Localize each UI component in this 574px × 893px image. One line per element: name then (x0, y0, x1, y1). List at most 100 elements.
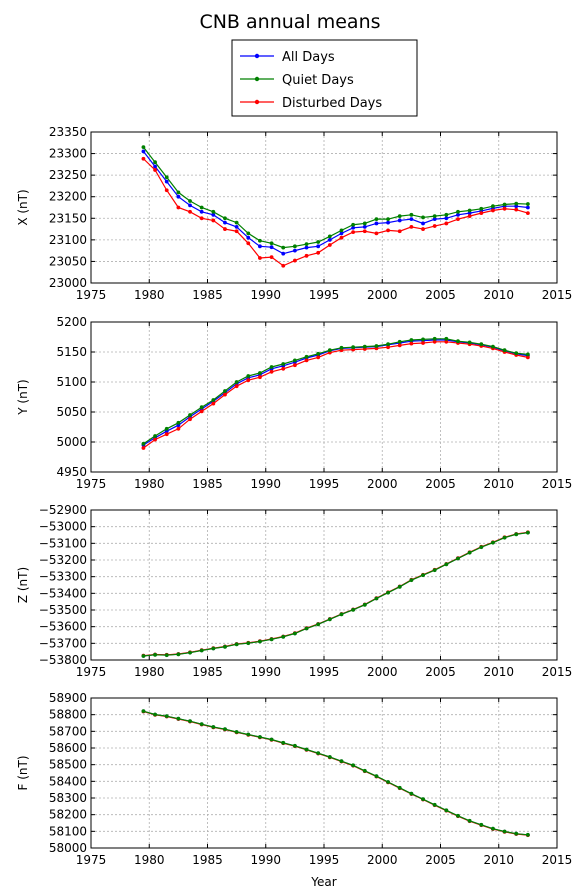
point-x-disturbed-days-16 (327, 243, 332, 247)
legend-label-disturbed-days: Disturbed Days (282, 96, 382, 111)
point-x-all-days-8 (234, 225, 239, 229)
y-tick-label-y-2: 5050 (56, 405, 87, 419)
x-tick-label-f-2: 1985 (192, 853, 223, 867)
y-tick-label-f-9: 58900 (49, 691, 87, 705)
series-line-y-quiet-days (143, 338, 528, 445)
point-x-quiet-days-2 (164, 175, 169, 180)
point-z-quiet-days-13 (292, 631, 297, 636)
point-z-quiet-days-29 (479, 545, 484, 550)
point-x-disturbed-days-20 (374, 231, 379, 236)
series-line-x-quiet-days (142, 146, 528, 249)
x-tick-label-y-3: 1990 (250, 477, 281, 491)
point-y-disturbed-days-12 (281, 366, 286, 371)
x-tick-label-z-8: 2015 (542, 665, 573, 679)
point-x-disturbed-days-30 (491, 208, 495, 213)
point-x-disturbed-days-31 (502, 206, 507, 211)
chart-panel-y: 1975 1980 1985 1990 1995 2000 2005 2010 2015 4950… (16, 315, 572, 491)
point-y-quiet-days-13 (292, 358, 297, 363)
point-x-quiet-days-22 (397, 214, 402, 219)
x-tick-label-z-3: 1990 (250, 665, 281, 679)
legend-marker-quiet-days (254, 76, 260, 82)
point-f-quiet-days-4 (188, 719, 192, 724)
y-tick-label-z-1: −53700 (39, 636, 87, 650)
point-z-quiet-days-20 (374, 596, 379, 601)
point-x-quiet-days-32 (514, 201, 519, 206)
point-x-all-days-17 (339, 231, 344, 236)
x-tick-label-x-2: 1985 (192, 288, 223, 302)
point-y-quiet-days-8 (234, 380, 239, 384)
point-x-all-days-10 (258, 244, 262, 249)
point-x-all-days-22 (397, 218, 402, 223)
point-y-quiet-days-16 (327, 348, 332, 353)
point-x-all-days-13 (292, 248, 297, 253)
point-z-quiet-days-6 (211, 646, 216, 651)
point-y-quiet-days-32 (514, 351, 519, 356)
plot-frame-z (90, 509, 558, 661)
series-line-x-all-days (142, 151, 528, 255)
point-x-all-days-15 (316, 244, 321, 249)
point-f-quiet-days-25 (432, 802, 437, 807)
point-f-quiet-days-17 (339, 759, 344, 764)
y-tick-label-x-4: 23200 (49, 190, 87, 204)
x-tick-label-f-4: 1995 (309, 853, 340, 867)
point-x-disturbed-days-29 (479, 211, 484, 216)
point-x-disturbed-days-0 (141, 156, 146, 161)
point-y-quiet-days-6 (211, 398, 216, 402)
point-x-disturbed-days-22 (397, 229, 402, 234)
point-z-quiet-days-26 (444, 562, 449, 567)
point-x-disturbed-days-1 (153, 168, 157, 172)
point-y-disturbed-days-2 (164, 432, 169, 437)
point-f-quiet-days-3 (176, 716, 181, 721)
point-x-quiet-days-9 (246, 231, 251, 236)
x-tick-label-x-1: 1980 (134, 288, 165, 302)
point-z-quiet-days-12 (281, 634, 286, 639)
point-f-quiet-days-14 (304, 747, 309, 752)
point-x-quiet-days-24 (421, 215, 425, 220)
point-y-disturbed-days-9 (246, 378, 251, 383)
point-y-disturbed-days-33 (525, 355, 530, 360)
point-x-quiet-days-29 (479, 206, 484, 211)
point-z-quiet-days-27 (456, 556, 460, 561)
point-f-quiet-days-9 (246, 732, 251, 737)
point-y-quiet-days-12 (281, 362, 286, 366)
point-z-quiet-days-1 (153, 652, 157, 657)
point-y-disturbed-days-5 (199, 409, 204, 414)
y-axis-label-z: Z (nT) (16, 567, 30, 603)
point-y-quiet-days-23 (409, 338, 414, 342)
point-x-disturbed-days-14 (304, 253, 309, 258)
series-line-f-quiet-days (143, 710, 528, 836)
point-f-quiet-days-26 (444, 808, 449, 813)
point-z-quiet-days-5 (199, 648, 204, 653)
point-f-quiet-days-0 (141, 709, 146, 714)
point-x-disturbed-days-33 (525, 211, 530, 216)
y-tick-label-z-3: −53500 (39, 603, 87, 617)
y-tick-label-f-1: 58100 (49, 824, 87, 838)
point-x-quiet-days-27 (456, 209, 460, 214)
legend-label-all-days: All Days (282, 50, 335, 65)
point-x-disturbed-days-32 (514, 207, 519, 212)
x-tick-label-y-5: 2000 (367, 477, 398, 491)
point-y-quiet-days-4 (188, 413, 192, 417)
point-x-quiet-days-25 (432, 214, 437, 219)
point-y-quiet-days-25 (432, 336, 437, 341)
point-y-quiet-days-11 (269, 365, 274, 369)
point-y-quiet-days-19 (362, 344, 367, 349)
point-x-all-days-19 (362, 225, 367, 229)
point-x-all-days-2 (164, 179, 169, 184)
y-axis-label-f: F (nT) (16, 755, 30, 790)
y-tick-label-y-5: 5200 (56, 315, 87, 329)
point-y-disturbed-days-1 (153, 437, 157, 442)
point-x-disturbed-days-11 (269, 255, 274, 260)
point-y-disturbed-days-26 (444, 339, 449, 344)
point-x-disturbed-days-15 (316, 250, 321, 255)
point-z-quiet-days-2 (164, 653, 169, 658)
x-axis-label: Year (310, 875, 336, 889)
point-x-quiet-days-10 (258, 238, 262, 243)
point-y-quiet-days-7 (223, 389, 227, 393)
point-f-quiet-days-27 (456, 813, 460, 818)
point-x-quiet-days-33 (525, 202, 530, 206)
point-x-all-days-23 (409, 217, 414, 222)
point-z-quiet-days-3 (176, 652, 181, 657)
point-x-disturbed-days-12 (281, 263, 286, 268)
